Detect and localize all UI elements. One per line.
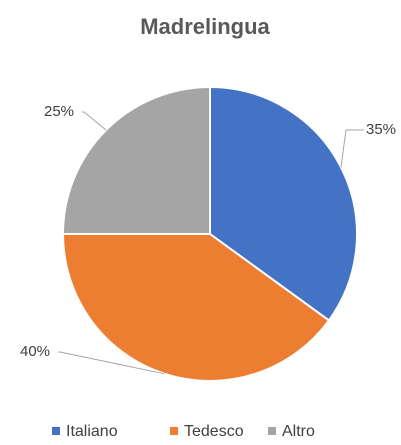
data-label: 35% — [366, 121, 396, 138]
legend-label: Altro — [282, 423, 315, 440]
legend-swatch — [170, 427, 178, 435]
data-label: 25% — [44, 103, 74, 120]
chart-title: Madrelingua — [140, 14, 270, 39]
leader-line — [82, 111, 107, 131]
legend-label: Italiano — [66, 423, 118, 440]
legend-swatch — [52, 427, 60, 435]
legend-swatch — [268, 427, 276, 435]
pie-slice — [61, 233, 331, 382]
pie-slice — [61, 85, 211, 235]
leader-line — [58, 351, 165, 375]
legend-label: Tedesco — [184, 423, 244, 440]
data-label: 40% — [20, 343, 50, 360]
leader-line — [340, 129, 364, 168]
